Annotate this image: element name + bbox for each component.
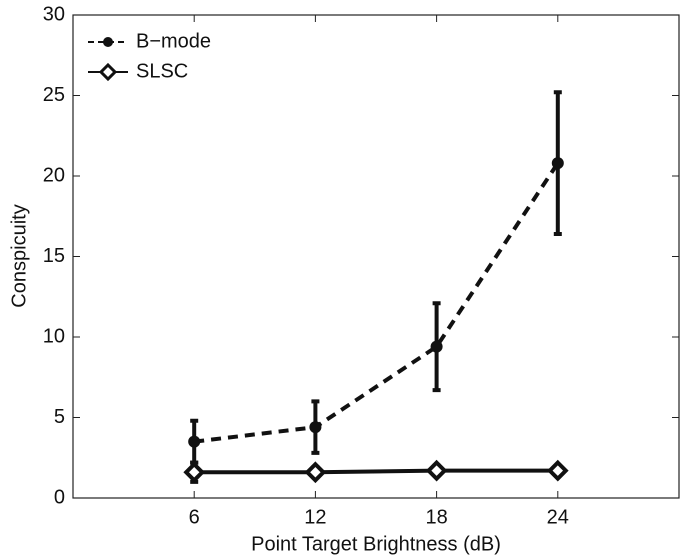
y-tick-label: 20 xyxy=(43,164,65,186)
y-axis-label: Conspicuity xyxy=(8,204,30,307)
x-tick-label: 24 xyxy=(547,506,569,528)
data-point xyxy=(183,461,206,484)
x-tick-label: 6 xyxy=(189,506,200,528)
legend-marker xyxy=(103,37,113,47)
y-tick-label: 30 xyxy=(43,3,65,25)
series-line xyxy=(194,468,558,475)
data-point xyxy=(188,435,201,448)
legend-marker xyxy=(98,62,118,82)
series-line xyxy=(193,162,560,444)
data-point xyxy=(425,459,448,482)
data-point xyxy=(551,157,564,170)
y-tick-label: 0 xyxy=(54,486,65,508)
x-axis-label: Point Target Brightness (dB) xyxy=(251,533,501,555)
plot-frame xyxy=(72,14,680,499)
data-point xyxy=(309,421,322,434)
y-tick-label: 25 xyxy=(43,84,65,106)
data-point xyxy=(546,459,569,482)
x-tick-label: 18 xyxy=(425,506,447,528)
legend-label: SLSC xyxy=(136,60,188,82)
data-point xyxy=(304,461,327,484)
legend-label: B−mode xyxy=(136,30,211,52)
y-tick-label: 10 xyxy=(43,325,65,347)
y-tick-label: 15 xyxy=(43,245,65,267)
data-point xyxy=(430,340,443,353)
y-tick-label: 5 xyxy=(54,406,65,428)
x-tick-label: 12 xyxy=(304,506,326,528)
